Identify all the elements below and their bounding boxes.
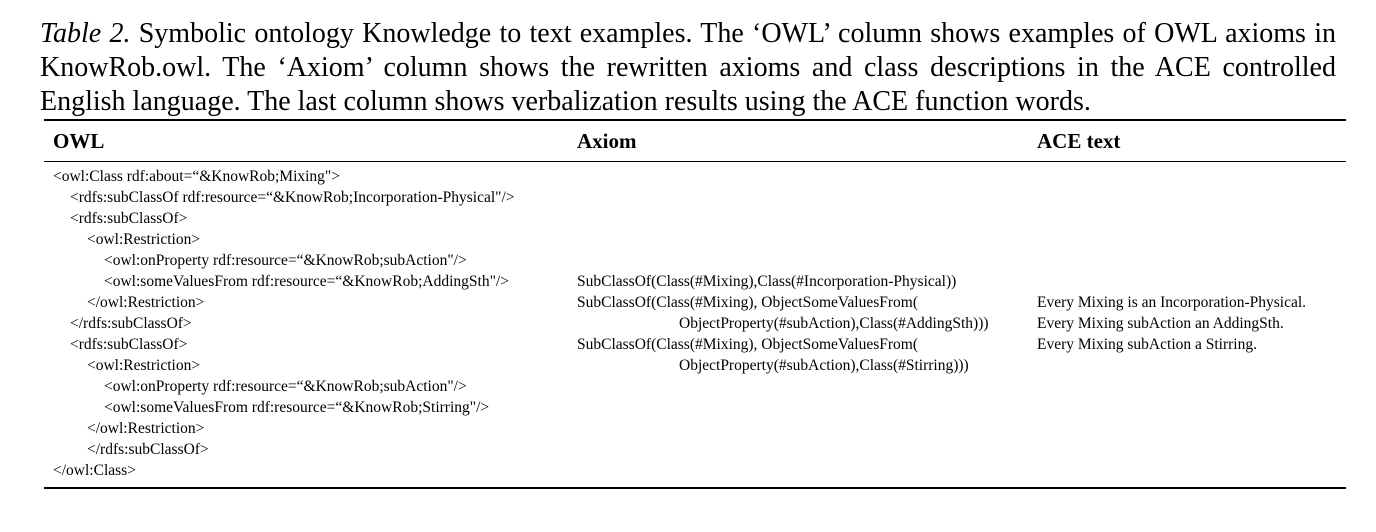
ace-line: Every Mixing is an Incorporation-Physica…: [1037, 294, 1307, 311]
owl-line: </rdfs:subClassOf>: [70, 315, 192, 332]
header-axiom: Axiom: [577, 129, 637, 153]
owl-line: <owl:onProperty rdf:resource=“&KnowRob;s…: [104, 378, 467, 395]
axiom-line: SubClassOf(Class(#Mixing), ObjectSomeVal…: [577, 336, 918, 353]
owl-line: <owl:someValuesFrom rdf:resource=“&KnowR…: [104, 399, 490, 416]
owl-line: <owl:Restriction>: [87, 231, 201, 248]
table-label: Table 2.: [40, 18, 131, 49]
ace-line: Every Mixing subAction a Stirring.: [1037, 336, 1257, 353]
axiom-line: ObjectProperty(#subAction),Class(#Adding…: [679, 315, 989, 332]
owl-line: <owl:Class rdf:about=“&KnowRob;Mixing">: [53, 168, 340, 185]
caption-text: Symbolic ontology Knowledge to text exam…: [40, 18, 1336, 117]
header-owl: OWL: [53, 129, 105, 153]
owl-line: <rdfs:subClassOf>: [70, 336, 188, 353]
ace-line: Every Mixing subAction an AddingSth.: [1037, 315, 1284, 332]
owl-line: <rdfs:subClassOf rdf:resource=“&KnowRob;…: [70, 189, 515, 206]
axiom-line: SubClassOf(Class(#Mixing),Class(#Incorpo…: [577, 273, 957, 290]
header-ace-text: ACE text: [1037, 129, 1121, 153]
owl-line: </owl:Restriction>: [87, 294, 205, 311]
owl-line: <rdfs:subClassOf>: [70, 210, 188, 227]
owl-line: </owl:Restriction>: [87, 420, 205, 437]
table-bottom-rule: [44, 487, 1346, 489]
table-caption: Table 2. Symbolic ontology Knowledge to …: [40, 17, 1336, 119]
table-header-rule: [44, 161, 1346, 162]
axiom-line: SubClassOf(Class(#Mixing), ObjectSomeVal…: [577, 294, 918, 311]
owl-line: <owl:onProperty rdf:resource=“&KnowRob;s…: [104, 252, 467, 269]
owl-line: <owl:someValuesFrom rdf:resource=“&KnowR…: [104, 273, 509, 290]
owl-line: </rdfs:subClassOf>: [87, 441, 209, 458]
owl-line: </owl:Class>: [53, 462, 136, 479]
table-top-rule: [44, 119, 1346, 121]
axiom-line: ObjectProperty(#subAction),Class(#Stirri…: [679, 357, 969, 374]
owl-line: <owl:Restriction>: [87, 357, 201, 374]
